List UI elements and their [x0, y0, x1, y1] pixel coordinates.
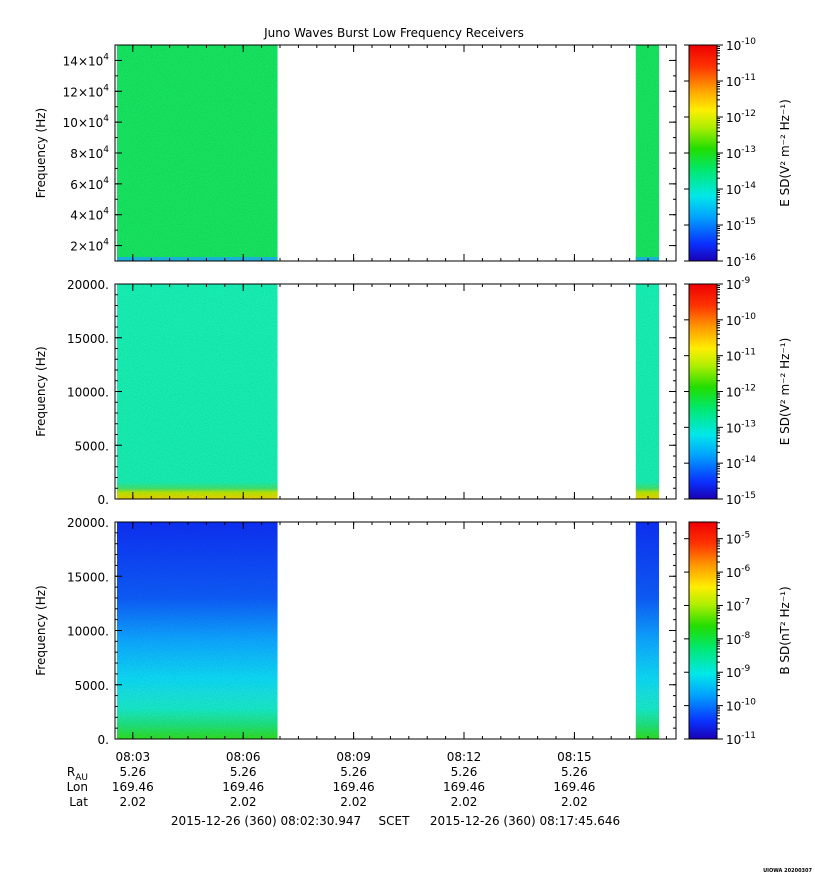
- ephemeris-value: 2.02: [561, 795, 588, 809]
- colorbar-tick-label: 10-14: [726, 455, 756, 471]
- colorbar-label: E SD(V² m⁻² Hz⁻¹): [778, 99, 792, 207]
- colorbar-tick-label: 10-10: [726, 698, 756, 714]
- y-tick-label: 0.: [98, 733, 109, 747]
- y-tick-label: 5000.: [75, 439, 109, 453]
- chart-title: Juno Waves Burst Low Frequency Receivers: [263, 26, 524, 40]
- time-range-start: 2015-12-26 (360) 08:02:30.947: [171, 814, 361, 828]
- colorbar-label: B SD(nT² Hz⁻¹): [778, 586, 792, 674]
- colorbar-tick-label: 10-9: [726, 664, 751, 680]
- ephemeris-value: 2.02: [340, 795, 367, 809]
- y-axis-label: Frequency (Hz): [34, 585, 48, 676]
- watermark: UIOWA 20200307: [763, 868, 812, 874]
- y-tick-label: 20000.: [67, 278, 109, 292]
- x-tick-label: 08:09: [336, 750, 371, 764]
- spectrogram-panel-middle: 0. 5000. 10000. 15000. 20000. Frequency (Hz) 1…: [34, 276, 792, 507]
- y-tick-label: 6×104: [70, 176, 109, 192]
- ephemeris-value: 2.02: [230, 795, 257, 809]
- ephemeris-value: 2.02: [451, 795, 478, 809]
- colorbar-tick-label: 10-8: [726, 631, 751, 647]
- y-tick-label: 0.: [98, 493, 109, 507]
- colorbar-tick-label: 10-5: [726, 531, 750, 547]
- ephemeris-value: 2.02: [119, 795, 146, 809]
- ephemeris-value: 5.26: [561, 765, 588, 779]
- colorbar-tick-label: 10-10: [726, 37, 756, 53]
- ephemeris-value: 169.46: [553, 780, 595, 794]
- ephemeris-value: 5.26: [119, 765, 146, 779]
- ephemeris-value: 169.46: [333, 780, 375, 794]
- y-axis-label: Frequency (Hz): [34, 346, 48, 437]
- spectrogram-block-middle-0: [117, 284, 278, 499]
- x-tick-label: 08:03: [116, 750, 151, 764]
- y-tick-label: 2×104: [70, 238, 109, 254]
- ephemeris-label: Lat: [69, 795, 88, 809]
- y-tick-label: 5000.: [75, 679, 109, 693]
- time-range-scet: SCET: [379, 814, 411, 828]
- ephemeris-value: 5.26: [230, 765, 257, 779]
- colorbar-middle: [689, 284, 717, 499]
- ephemeris-label: Lon: [67, 780, 88, 794]
- ephemeris-value: 169.46: [222, 780, 264, 794]
- ephemeris-value: 169.46: [443, 780, 485, 794]
- colorbar-tick-label: 10-11: [726, 73, 756, 89]
- y-tick-label: 8×104: [70, 145, 109, 161]
- colorbar-tick-label: 10-13: [726, 419, 756, 435]
- spectrogram-block-bottom-1: [635, 522, 660, 739]
- colorbar-tick-label: 10-7: [726, 597, 750, 613]
- y-tick-label: 15000.: [67, 570, 109, 584]
- colorbar-tick-label: 10-12: [726, 109, 756, 125]
- y-tick-label: 14×104: [63, 52, 110, 68]
- ephemeris-value: 169.46: [112, 780, 154, 794]
- y-tick-label: 4×104: [70, 207, 109, 223]
- x-tick-label: 08:06: [226, 750, 261, 764]
- colorbar-bottom: [689, 522, 717, 739]
- x-tick-label: 08:12: [447, 750, 482, 764]
- spectrogram-panel-top: 2×104 4×104 6×104 8×104 10×104 12×104 14×104 Fr…: [34, 37, 792, 269]
- spectrogram-block-top-1: [635, 45, 660, 261]
- y-axis-label: Frequency (Hz): [34, 108, 48, 199]
- colorbar-label: E SD(V² m⁻² Hz⁻¹): [778, 338, 792, 446]
- colorbar-tick-label: 10-14: [726, 181, 756, 197]
- y-tick-label: 10000.: [67, 625, 109, 639]
- colorbar-tick-label: 10-6: [726, 564, 751, 580]
- time-range-end: 2015-12-26 (360) 08:17:45.646: [430, 814, 620, 828]
- colorbar-tick-label: 10-13: [726, 145, 756, 161]
- ephemeris-value: 5.26: [451, 765, 478, 779]
- colorbar-top: [689, 45, 717, 261]
- colorbar-tick-label: 10-11: [726, 348, 756, 364]
- spectrogram-block-middle-1: [635, 284, 660, 499]
- y-tick-label: 12×104: [63, 83, 110, 99]
- low-frequency-band: [117, 257, 278, 261]
- colorbar-tick-label: 10-16: [726, 253, 756, 269]
- y-tick-label: 15000.: [67, 332, 109, 346]
- x-tick-label: 08:15: [557, 750, 592, 764]
- colorbar-tick-label: 10-15: [726, 217, 756, 233]
- spectrogram-panel-bottom: 0. 5000. 10000. 15000. 20000. Frequency (Hz) 1…: [34, 516, 792, 747]
- colorbar-tick-label: 10-15: [726, 491, 756, 507]
- colorbar-tick-label: 10-10: [726, 312, 756, 328]
- spectrogram-block-bottom-0: [117, 522, 278, 739]
- y-tick-label: 20000.: [67, 516, 109, 530]
- y-tick-label: 10×104: [63, 114, 110, 130]
- y-tick-label: 10000.: [67, 386, 109, 400]
- colorbar-tick-label: 10-12: [726, 384, 756, 400]
- low-frequency-band: [635, 257, 660, 261]
- spectrogram-block-top-0: [117, 45, 278, 261]
- ephemeris-value: 5.26: [340, 765, 367, 779]
- colorbar-tick-label: 10-11: [726, 731, 756, 747]
- colorbar-frame: [688, 521, 718, 740]
- colorbar-tick-label: 10-9: [726, 276, 751, 292]
